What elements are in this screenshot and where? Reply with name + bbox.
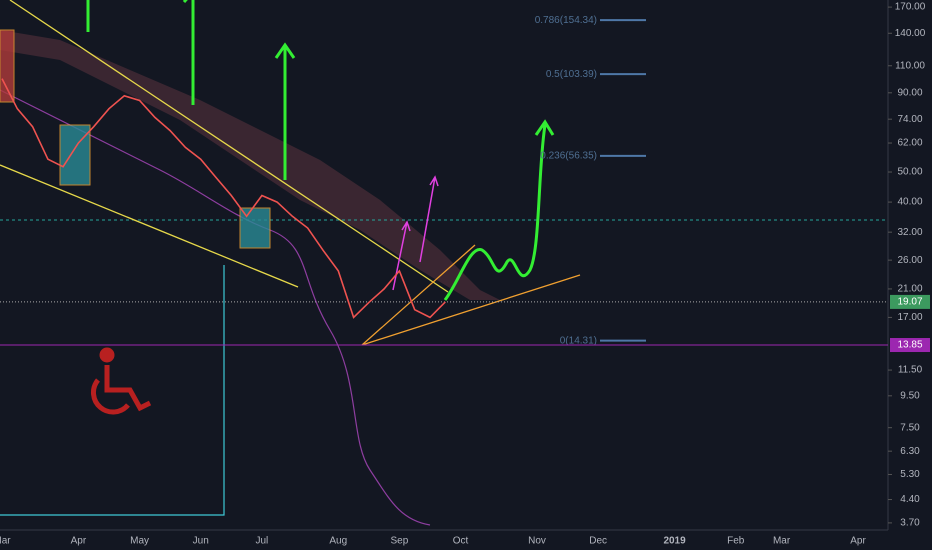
arrows bbox=[86, 0, 555, 301]
x-tick-label: Sep bbox=[391, 536, 409, 547]
arrows bbox=[392, 175, 439, 291]
x-tick-label: Mar bbox=[0, 536, 11, 547]
x-tick-label: 2019 bbox=[663, 536, 686, 547]
x-tick-label: Jul bbox=[255, 536, 268, 547]
trendline bbox=[361, 244, 476, 346]
y-tick-label: 11.50 bbox=[898, 365, 923, 376]
y-tick-label: 17.00 bbox=[897, 312, 922, 323]
y-tick-label: 62.00 bbox=[897, 138, 922, 149]
y-tick-label: 5.30 bbox=[900, 469, 920, 480]
y-tick-label: 9.50 bbox=[900, 390, 920, 401]
x-tick-label: Apr bbox=[850, 536, 866, 547]
y-tick-label: 21.00 bbox=[897, 284, 922, 295]
trendline bbox=[9, 0, 449, 293]
y-tick-label: 26.00 bbox=[897, 255, 922, 266]
y-tick-label: 40.00 bbox=[897, 197, 922, 208]
box bbox=[239, 207, 271, 249]
price-tag bbox=[890, 294, 930, 309]
x-tick-label: Dec bbox=[589, 536, 607, 547]
x-tick-label: May bbox=[130, 536, 149, 547]
price-tag-label: 19.07 bbox=[897, 297, 922, 308]
x-tick-label: Apr bbox=[71, 536, 87, 547]
trendline bbox=[361, 274, 581, 346]
box bbox=[59, 124, 91, 186]
price-tag bbox=[890, 338, 930, 353]
wheelchair-icon bbox=[90, 347, 152, 415]
moving-average bbox=[0, 89, 431, 526]
fib-label: 0.236(56.35) bbox=[540, 151, 597, 162]
x-tick-label: Feb bbox=[727, 536, 745, 547]
fib-label: 0.5(103.39) bbox=[546, 69, 597, 80]
y-tick-label: 7.50 bbox=[900, 422, 920, 433]
y-tick-label: 140.00 bbox=[895, 28, 926, 39]
x-tick-label: Jun bbox=[193, 536, 209, 547]
y-tick-label: 32.00 bbox=[897, 227, 922, 238]
cloud bbox=[0, 30, 500, 300]
y-tick-label: 4.40 bbox=[900, 494, 920, 505]
x-tick-label: Mar bbox=[773, 536, 791, 547]
box bbox=[0, 29, 15, 103]
y-tick-label: 3.70 bbox=[900, 518, 920, 529]
y-tick-label: 110.00 bbox=[895, 60, 925, 71]
y-tick-label: 6.30 bbox=[900, 446, 920, 457]
trendline bbox=[0, 164, 299, 288]
x-tick-label: Nov bbox=[528, 536, 546, 547]
y-tick-label: 50.00 bbox=[897, 167, 922, 178]
x-tick-label: Oct bbox=[453, 536, 469, 547]
y-tick-label: 74.00 bbox=[897, 114, 922, 125]
y-tick-label: 90.00 bbox=[897, 87, 922, 98]
fib-label: 0(14.31) bbox=[560, 335, 597, 346]
fib-label: 0.786(154.34) bbox=[535, 15, 597, 26]
measure-line bbox=[0, 265, 225, 516]
x-tick-label: Aug bbox=[329, 536, 347, 547]
price-line bbox=[1, 78, 446, 319]
price-tag-label: 13.85 bbox=[897, 340, 922, 351]
y-tick-label: 170.00 bbox=[895, 2, 926, 13]
